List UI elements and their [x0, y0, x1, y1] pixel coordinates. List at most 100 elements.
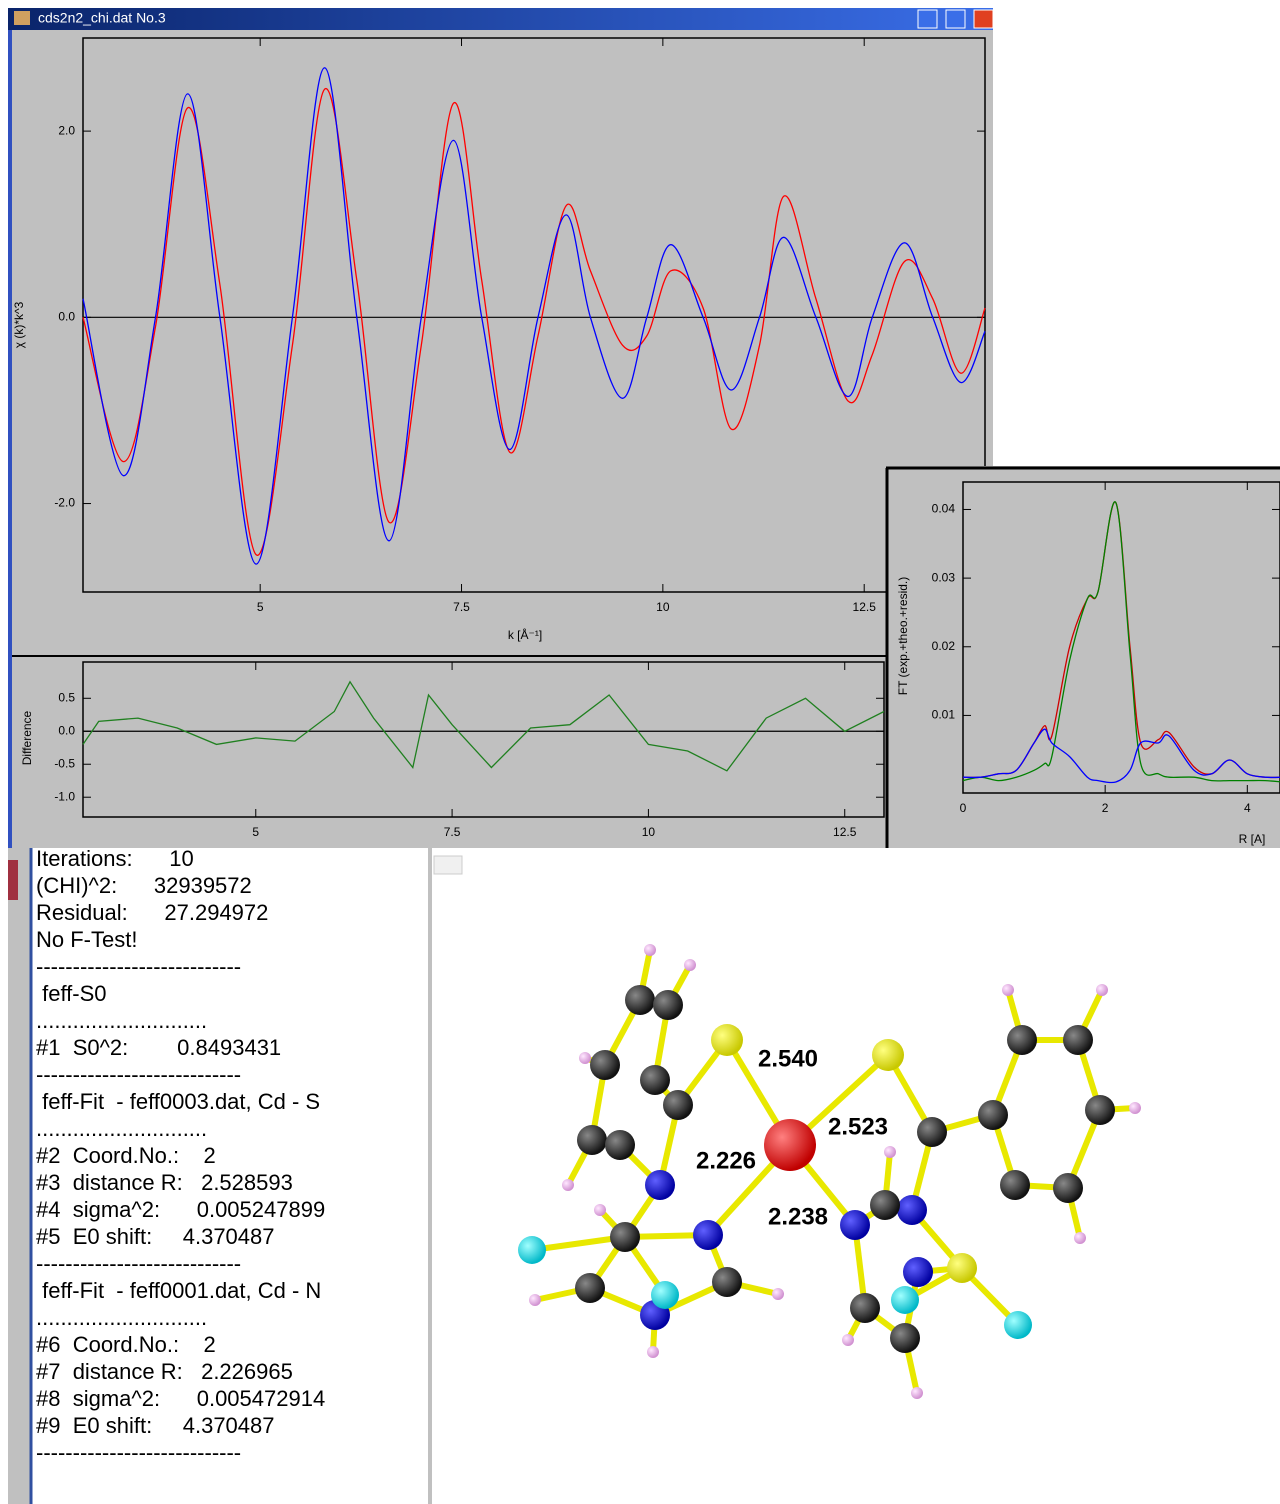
report-line: ............................	[36, 1008, 207, 1033]
splitter[interactable]	[428, 848, 432, 1504]
atom	[764, 1119, 816, 1171]
x-axis-label: R [A]	[1239, 832, 1266, 846]
x-tick-label: 2	[1102, 801, 1109, 815]
atom	[562, 1179, 574, 1191]
atom	[610, 1222, 640, 1252]
report-line: ............................	[36, 1305, 207, 1330]
atom	[1002, 984, 1014, 996]
atom	[518, 1236, 546, 1264]
report-line: #7 distance R: 2.226965	[36, 1359, 293, 1384]
x-tick-label: 0	[960, 801, 967, 815]
atom	[772, 1288, 784, 1300]
atom	[1004, 1311, 1032, 1339]
y-axis-label: Difference	[20, 710, 34, 765]
x-tick-label: 12.5	[833, 825, 857, 839]
y-tick-label: -0.5	[54, 756, 75, 770]
x-tick-label: 5	[257, 600, 264, 614]
atom	[640, 1065, 670, 1095]
screen: cds2n2_chi.dat No.3 2.00.0-2.057.51012.5…	[0, 0, 1280, 1504]
x-tick-label: 4	[1244, 801, 1251, 815]
bond-length-label: 2.226	[696, 1147, 756, 1174]
report-line: ............................	[36, 1116, 207, 1141]
report-line: (CHI)^2: 32939572	[36, 873, 252, 898]
atom	[653, 990, 683, 1020]
atom	[840, 1210, 870, 1240]
report-line: #9 E0 shift: 4.370487	[36, 1413, 275, 1438]
atom	[625, 985, 655, 1015]
report-line: feff-S0	[36, 981, 107, 1006]
y-tick-label: 0.0	[58, 723, 75, 737]
atom	[712, 1267, 742, 1297]
report-line: feff-Fit - feff0001.dat, Cd - N	[36, 1278, 321, 1303]
atom	[693, 1220, 723, 1250]
atom	[870, 1190, 900, 1220]
report-line: #1 S0^2: 0.8493431	[36, 1035, 281, 1060]
atom	[911, 1387, 923, 1399]
atom	[575, 1273, 605, 1303]
ft-window: 0.01 0.02 0.03 0.04 0 2 4 R [A] FT (exp.+theo.+r…	[886, 466, 1280, 848]
plot-area	[963, 482, 1280, 793]
atom	[1129, 1102, 1141, 1114]
atom	[1000, 1170, 1030, 1200]
atom	[850, 1293, 880, 1323]
atom	[872, 1039, 904, 1071]
atom	[579, 1052, 591, 1064]
x-axis-label: k [Å⁻¹]	[508, 627, 542, 642]
y-tick-label: 0.03	[932, 570, 956, 584]
atom	[903, 1257, 933, 1287]
report-line: ----------------------------	[36, 1440, 241, 1465]
y-tick-label: 0.01	[932, 708, 956, 722]
close-button[interactable]	[974, 10, 993, 28]
report-line: #5 E0 shift: 4.370487	[36, 1224, 275, 1249]
y-tick-label: 0.0	[58, 309, 75, 323]
atom	[891, 1286, 919, 1314]
scroll-button[interactable]	[434, 856, 462, 874]
window-icon	[14, 11, 30, 25]
atom	[590, 1050, 620, 1080]
atom	[978, 1100, 1008, 1130]
atom	[842, 1334, 854, 1346]
atom	[577, 1125, 607, 1155]
x-tick-label: 10	[656, 600, 670, 614]
atom	[684, 959, 696, 971]
minimize-button[interactable]	[918, 10, 937, 28]
report-line: #6 Coord.No.: 2	[36, 1332, 216, 1357]
atom	[884, 1146, 896, 1158]
y-tick-label: 0.02	[932, 639, 956, 653]
x-tick-label: 12.5	[853, 600, 877, 614]
y-tick-label: 0.04	[932, 502, 956, 516]
report-line: feff-Fit - feff0003.dat, Cd - S	[36, 1089, 320, 1114]
report-line: Residual: 27.294972	[36, 900, 268, 925]
y-axis-label: FT (exp.+theo.+resid.)	[896, 577, 910, 696]
x-tick-label: 10	[642, 825, 656, 839]
report-line: ----------------------------	[36, 1251, 241, 1276]
x-tick-label: 5	[252, 825, 259, 839]
x-tick-label: 7.5	[453, 600, 470, 614]
report-line: #2 Coord.No.: 2	[36, 1143, 216, 1168]
atom	[605, 1130, 635, 1160]
atom	[594, 1204, 606, 1216]
atom	[647, 1346, 659, 1358]
atom	[1063, 1025, 1093, 1055]
maximize-button[interactable]	[946, 10, 965, 28]
plot-area	[83, 38, 985, 592]
atom	[1096, 984, 1108, 996]
report-line: #4 sigma^2: 0.005247899	[36, 1197, 325, 1222]
bond-length-label: 2.238	[768, 1203, 828, 1230]
y-tick-label: -2.0	[54, 496, 75, 510]
atom	[1074, 1232, 1086, 1244]
atom	[1053, 1173, 1083, 1203]
atom	[529, 1294, 541, 1306]
atom	[644, 944, 656, 956]
report-line: No F-Test!	[36, 927, 137, 952]
atom	[1085, 1095, 1115, 1125]
atom	[897, 1195, 927, 1225]
bond-length-label: 2.540	[758, 1045, 818, 1072]
window-border	[8, 30, 12, 848]
side-tab	[8, 860, 18, 900]
report-line: #8 sigma^2: 0.005472914	[36, 1386, 325, 1411]
bond-length-label: 2.523	[828, 1113, 888, 1140]
side-strip	[8, 848, 30, 1504]
y-tick-label: 0.5	[58, 690, 75, 704]
